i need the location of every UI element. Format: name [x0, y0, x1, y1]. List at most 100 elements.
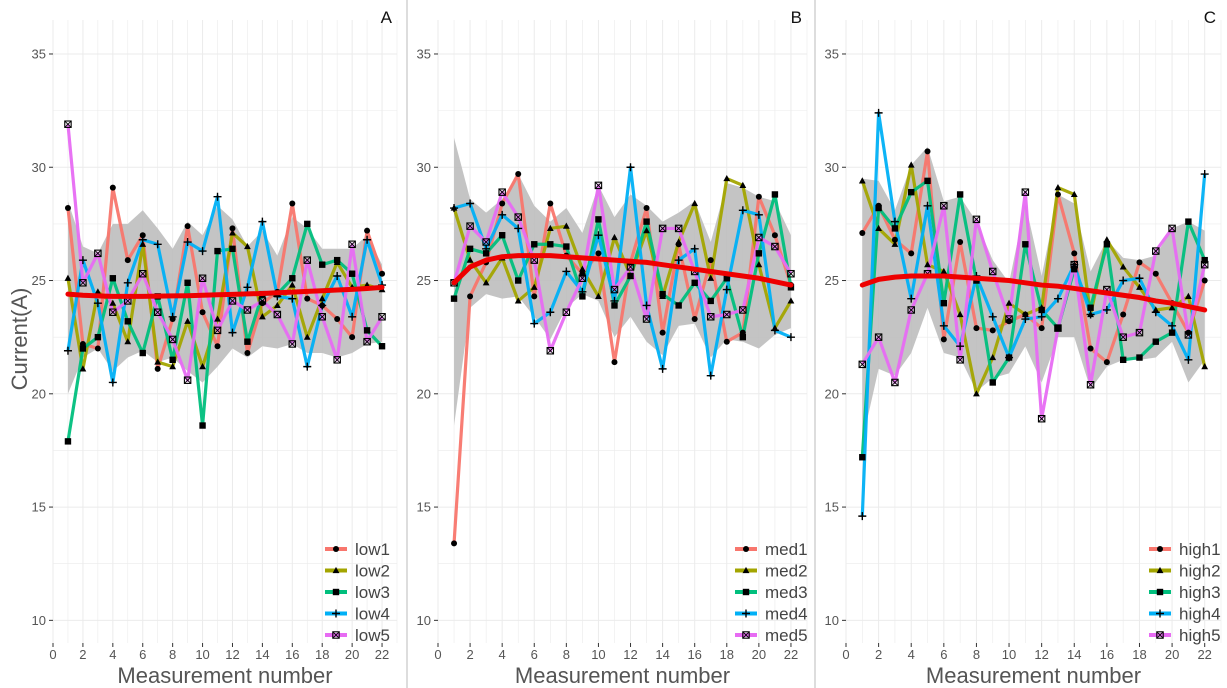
- point-med5-cross: [594, 181, 602, 189]
- legend-key-marker: [333, 546, 339, 552]
- legend-item-high2: high2: [1149, 562, 1221, 581]
- point-med2: [723, 174, 731, 182]
- point-med5-cross: [546, 347, 554, 355]
- point-med3: [627, 272, 634, 280]
- point-low2: [199, 363, 206, 370]
- point-high1: [940, 336, 947, 343]
- point-med5-box: [546, 347, 555, 355]
- markers-med5: [450, 181, 795, 355]
- point-low5-box: [318, 313, 326, 321]
- y-tick-label: 15: [825, 500, 839, 515]
- markers-med3: [450, 191, 795, 341]
- point-med4: [770, 326, 779, 335]
- panel-A: 10 15 20 25 30 35 0 2 4 6 8 10 12 14 16 18 20 22 Measureme…: [32, 8, 398, 688]
- point-high4: [1119, 276, 1128, 285]
- point-low4: [258, 217, 267, 226]
- x-tick-label: 4: [109, 647, 116, 662]
- point-med3: [611, 302, 618, 309]
- point-high5-box: [972, 215, 981, 224]
- point-med5: [610, 285, 619, 294]
- point-low3: [333, 256, 341, 264]
- point-low5-cross: [378, 313, 386, 321]
- point-high5-box: [1184, 331, 1193, 339]
- legend-item-low2: low2: [325, 562, 390, 581]
- point-low2: [139, 240, 147, 247]
- point-med4: [594, 231, 603, 240]
- point-high1: [1087, 345, 1094, 352]
- point-high1: [1201, 277, 1208, 284]
- point-high4: [907, 294, 916, 303]
- point-high4: [1184, 355, 1193, 364]
- legend-key-marker-box: [742, 631, 750, 639]
- point-med1: [755, 193, 762, 200]
- point-high5-box: [1135, 328, 1144, 337]
- point-high4: [858, 512, 867, 521]
- point-med3: [659, 290, 666, 298]
- panel-C: 10 15 20 25 30 35 0 2 4 6 8 10 12 14 16 18 20 22 Measureme…: [825, 8, 1222, 688]
- legend-label: med1: [765, 540, 808, 559]
- point-med5-box: [674, 224, 683, 233]
- point-med2: [530, 283, 538, 290]
- point-high5: [1054, 324, 1062, 332]
- x-tick-label: 6: [139, 647, 146, 662]
- legend: low1 low2 low3 low4 low5: [325, 540, 390, 645]
- point-low5: [168, 335, 177, 344]
- point-high5-cross: [891, 378, 899, 386]
- legend-item-high1: high1: [1149, 540, 1221, 559]
- point-med4: [610, 296, 619, 305]
- legend-key-marker-cross: [1156, 631, 1164, 639]
- point-med2: [755, 261, 763, 268]
- legend-key-marker: [743, 546, 749, 552]
- point-high4: [956, 342, 965, 351]
- markers-med4: [450, 163, 795, 380]
- point-med5-cross: [739, 306, 747, 314]
- point-high3: [1201, 256, 1208, 264]
- point-high2: [1168, 304, 1176, 311]
- point-low2: [64, 274, 72, 281]
- point-low3: [378, 343, 386, 350]
- point-med5-box: [755, 233, 763, 242]
- point-low5-box: [168, 335, 177, 344]
- point-med5-box: [466, 222, 474, 230]
- point-high5-box: [988, 267, 997, 276]
- point-high1: [1006, 318, 1013, 325]
- panel-B: 10 15 20 25 30 35 0 2 4 6 8 10 12 14 16 18 20 22 Measureme…: [417, 8, 808, 688]
- point-low4: [138, 235, 147, 244]
- point-high4: [1037, 312, 1046, 321]
- point-high1: [1103, 359, 1110, 366]
- point-low2: [94, 288, 102, 295]
- point-med5: [642, 315, 651, 323]
- point-high3: [891, 225, 899, 232]
- legend-item-low4: low4: [325, 605, 390, 624]
- point-med4: [578, 287, 587, 296]
- point-med2: [787, 297, 795, 304]
- legend-item-low1: low1: [325, 540, 390, 559]
- point-med3: [691, 279, 698, 286]
- x-tick-label: 22: [784, 647, 798, 662]
- point-low2: [229, 229, 236, 236]
- trend-line: [65, 284, 385, 299]
- point-low5-box: [94, 249, 102, 258]
- legend-key-marker: [742, 566, 750, 574]
- markers-med1: [451, 171, 794, 547]
- point-low5: [378, 313, 386, 321]
- point-high1: [1071, 250, 1078, 257]
- point-low5-cross: [79, 279, 87, 287]
- point-high2: [973, 390, 980, 397]
- point-high5-cross: [956, 356, 964, 364]
- point-low2: [318, 295, 326, 302]
- point-low3: [244, 338, 251, 345]
- point-med5-box: [514, 213, 522, 221]
- legend-label: med2: [765, 562, 808, 581]
- point-low5-cross: [214, 326, 222, 334]
- point-low4: [123, 278, 132, 287]
- point-low5-cross: [303, 256, 311, 264]
- point-high4: [1021, 315, 1030, 324]
- point-med3: [707, 297, 714, 305]
- y-tick-label: 10: [417, 613, 431, 628]
- point-low5: [79, 279, 87, 287]
- point-med5: [706, 313, 715, 321]
- point-high5: [874, 333, 883, 341]
- point-low4: [183, 238, 192, 247]
- point-med3: [563, 243, 570, 250]
